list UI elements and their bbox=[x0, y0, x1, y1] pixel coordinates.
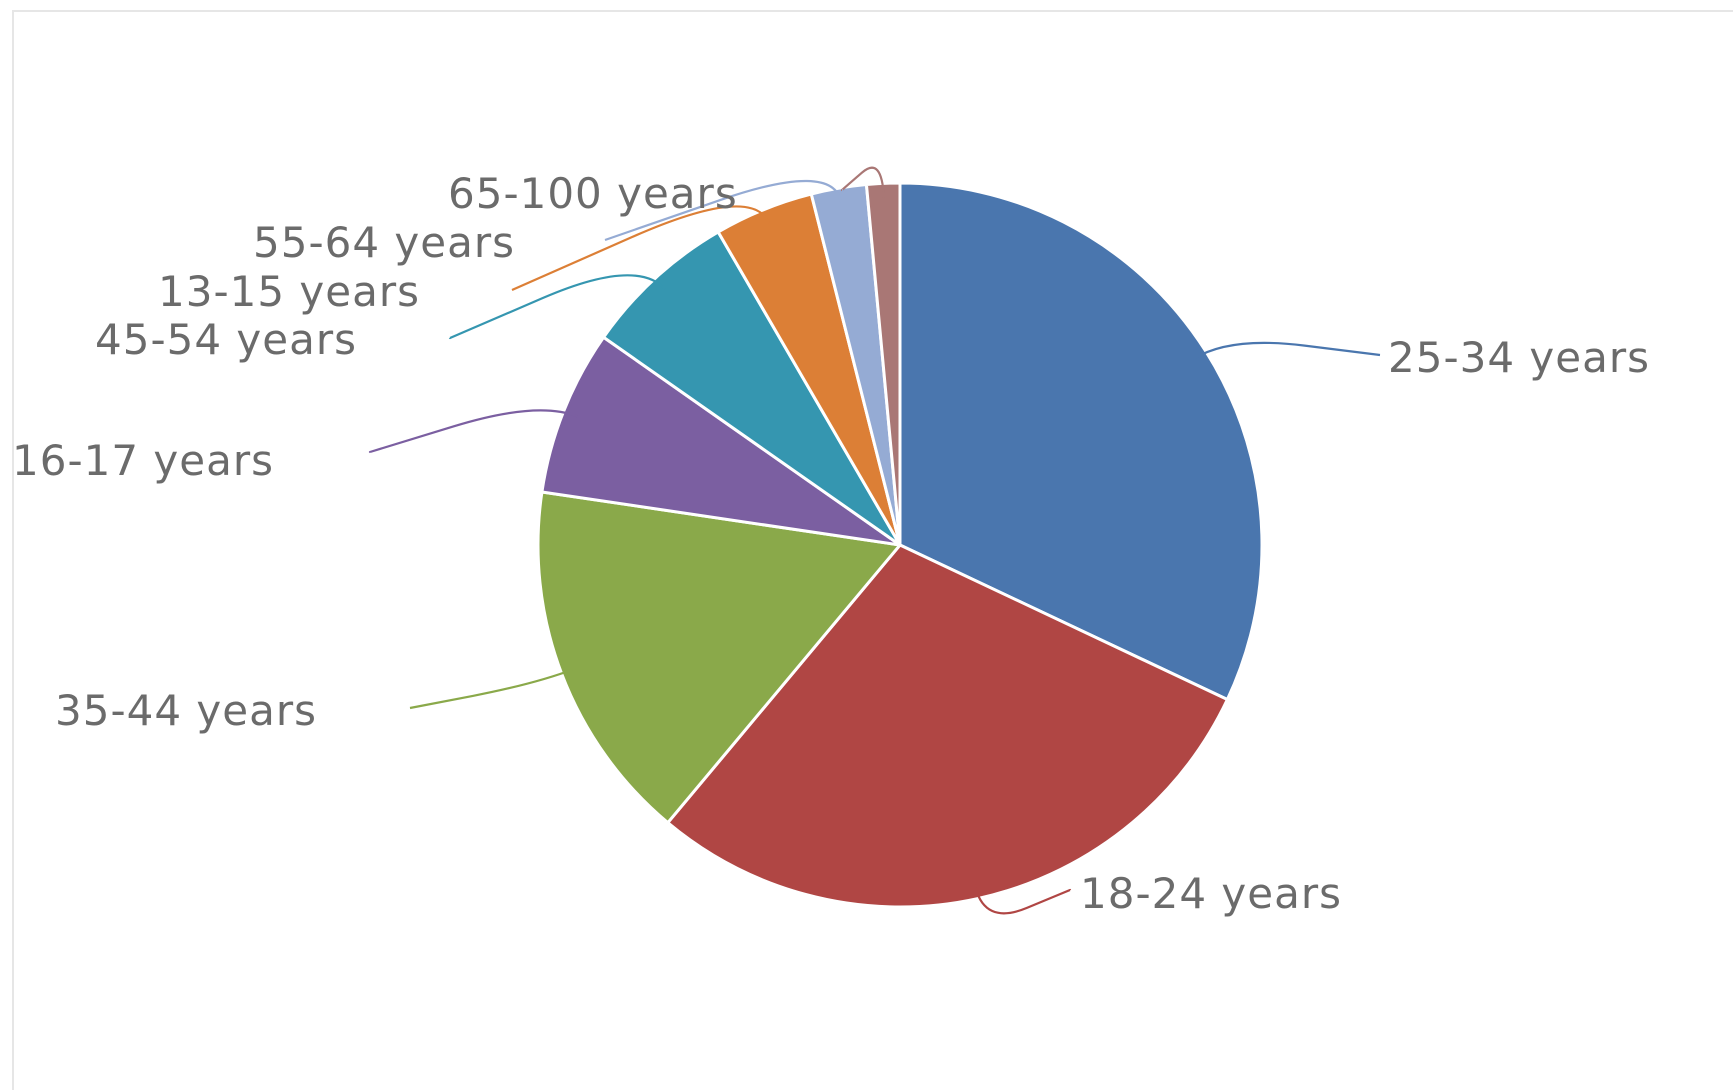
slice-label: 13-15 years bbox=[158, 267, 420, 316]
pie-slice bbox=[666, 543, 1229, 909]
leader-line bbox=[1192, 341, 1381, 360]
leader-line bbox=[448, 274, 666, 340]
chart-area bbox=[12, 10, 1733, 1090]
pie-slice bbox=[898, 181, 1264, 702]
leader-line bbox=[511, 205, 770, 292]
pie-slices bbox=[536, 181, 1264, 909]
slice-label: 55-64 years bbox=[253, 218, 515, 267]
slice-label: 16-17 years bbox=[12, 436, 274, 485]
leader-line bbox=[368, 409, 578, 454]
slice-label: 25-34 years bbox=[1388, 333, 1650, 382]
leader-line bbox=[604, 179, 843, 242]
leader-line bbox=[408, 667, 576, 710]
leader-line bbox=[973, 884, 1072, 915]
leader-line bbox=[840, 166, 885, 198]
leader-lines bbox=[368, 166, 1381, 915]
pie-slice bbox=[540, 335, 902, 547]
slice-label: 35-44 years bbox=[55, 686, 317, 735]
slice-label: 18-24 years bbox=[1080, 869, 1342, 918]
pie-slice bbox=[602, 230, 902, 547]
slice-label: 65-100 years bbox=[448, 169, 738, 218]
slice-labels: 25-34 years 18-24 years 35-44 years 16-1… bbox=[12, 169, 1650, 918]
slice-label: 45-54 years bbox=[95, 315, 357, 364]
